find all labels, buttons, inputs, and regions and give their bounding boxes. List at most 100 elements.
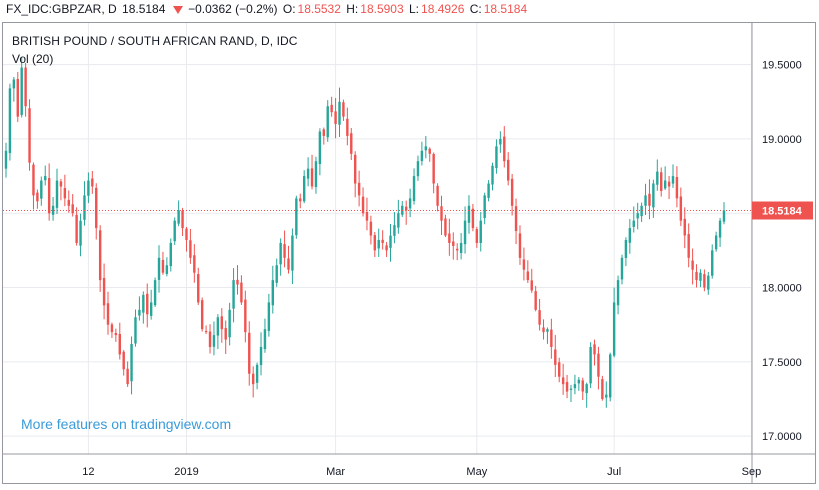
high-label: H:: [346, 2, 359, 16]
candle-body: [499, 138, 502, 145]
candle-body: [142, 294, 145, 313]
candle-body: [44, 176, 47, 181]
candle-body: [153, 280, 157, 306]
candle-body: [275, 265, 278, 283]
chart-title: BRITISH POUND / SOUTH AFRICAN RAND, D, I…: [12, 34, 298, 48]
candle-body: [620, 257, 624, 280]
candle-body: [8, 88, 12, 154]
candle-body: [703, 274, 706, 288]
candle-body: [161, 259, 165, 273]
candle-body: [373, 235, 377, 251]
y-tick-label: 17.5000: [762, 357, 802, 369]
candle-body: [263, 329, 267, 350]
candle-body: [200, 300, 204, 330]
candle-body: [424, 146, 428, 151]
y-tick-label: 17.0000: [762, 431, 802, 443]
candle-body: [538, 310, 541, 325]
candle-body: [397, 213, 400, 228]
candle-body: [404, 206, 408, 211]
candle-body: [714, 235, 718, 250]
candle-body: [24, 67, 27, 107]
candle-body: [122, 351, 125, 370]
candle-body: [707, 275, 710, 290]
x-tick-label: 2019: [174, 466, 198, 478]
symbol-label[interactable]: FX_IDC:GBPZAR, D: [6, 2, 117, 16]
symbol-header: FX_IDC:GBPZAR, D 18.5184 −0.0362 (−0.2%)…: [6, 2, 529, 20]
candle-body: [361, 196, 365, 214]
candle-body: [432, 154, 435, 184]
candle-body: [420, 150, 424, 162]
x-tick-label: Mar: [326, 466, 345, 478]
candle-body: [487, 183, 490, 198]
candle-body: [467, 205, 471, 223]
candle-body: [118, 333, 121, 355]
candle-body: [287, 258, 290, 270]
candle-body: [393, 225, 396, 236]
candle-body: [248, 332, 251, 374]
candle-body: [330, 104, 333, 113]
candle-body: [612, 302, 616, 356]
candle-body: [660, 172, 663, 191]
candle-body: [471, 208, 475, 229]
candle-body: [671, 176, 675, 184]
candle-body: [67, 199, 70, 206]
candle-body: [577, 379, 581, 384]
candle-body: [204, 331, 208, 333]
candle-body: [369, 221, 373, 236]
candle-body: [687, 234, 690, 258]
candle-body: [291, 235, 294, 271]
candle-body: [667, 181, 671, 187]
candle-body: [12, 79, 16, 89]
promo-link[interactable]: More features on tradingview.com: [21, 416, 232, 432]
candle-body: [228, 309, 231, 338]
candle-body: [208, 331, 212, 347]
candle-body: [138, 309, 141, 316]
candle-body: [240, 282, 243, 303]
candle-body: [628, 228, 632, 243]
candle-body: [679, 196, 683, 221]
candle-body: [244, 299, 247, 333]
candle-body: [503, 136, 506, 162]
candle-body: [110, 324, 114, 333]
candle-body: [573, 384, 577, 389]
candle-body: [32, 164, 35, 196]
candle-body: [675, 176, 679, 199]
candle-body: [102, 277, 106, 306]
candle-body: [267, 302, 271, 331]
candle-body: [51, 205, 55, 215]
candle-body: [322, 129, 326, 136]
candle-body: [377, 239, 380, 249]
candle-body: [224, 328, 227, 340]
candle-body: [648, 193, 651, 206]
candle-body: [185, 228, 188, 240]
candle-body: [353, 154, 357, 184]
candle-body: [683, 218, 686, 236]
close-label: C:: [469, 2, 482, 16]
y-tick-label: 19.5000: [762, 60, 802, 72]
high-value: 18.5903: [360, 2, 404, 16]
candle-body: [636, 213, 639, 219]
candle-body: [365, 211, 369, 221]
candle-body: [526, 271, 530, 281]
candle-body: [220, 316, 224, 330]
candle-body: [695, 272, 698, 281]
x-tick-label: Sep: [742, 466, 762, 478]
candle-body: [459, 242, 463, 253]
change-value: −0.0362 (−0.2%): [188, 2, 278, 16]
volume-indicator-label[interactable]: Vol (20): [12, 52, 54, 66]
candle-body: [165, 265, 169, 274]
candle-body: [691, 260, 694, 270]
candle-body: [565, 381, 569, 392]
candle-body: [91, 178, 94, 187]
candle-body: [130, 344, 133, 382]
candle-body: [342, 102, 345, 117]
candle-body: [40, 180, 43, 199]
candle-body: [632, 220, 635, 227]
candle-body: [169, 242, 172, 267]
candle-body: [518, 233, 522, 258]
candle-body: [259, 346, 263, 366]
close-value: 18.5184: [483, 2, 528, 16]
candle-body: [314, 161, 318, 188]
candle-body: [177, 210, 180, 224]
